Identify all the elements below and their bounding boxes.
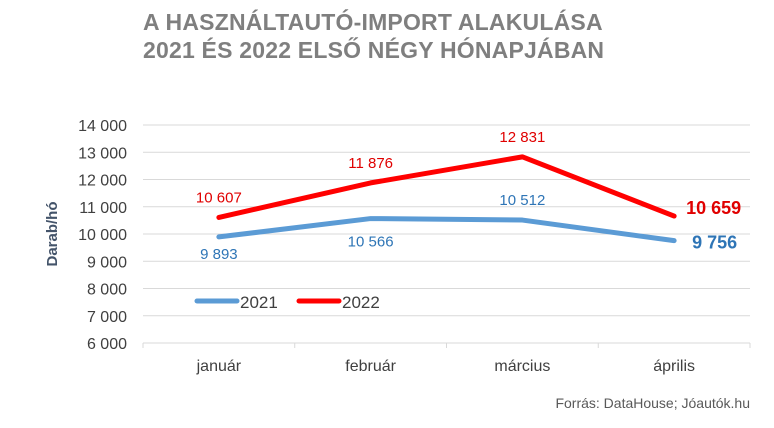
y-tick-label: 14 000: [78, 118, 127, 135]
x-tick-label: április: [653, 358, 695, 375]
y-tick-label: 7 000: [87, 309, 127, 326]
data-label-2021: 10 566: [348, 234, 394, 251]
series-line-2021: [216, 216, 677, 244]
y-tick-label: 11 000: [79, 200, 127, 217]
chart-title-line-2: 2021 ÉS 2022 ELSŐ NÉGY HÓNAPJÁBAN: [143, 37, 605, 63]
data-label-2022: 12 831: [499, 129, 545, 146]
y-axis-label: Darab/hó: [44, 201, 61, 266]
y-tick-label: 10 000: [78, 227, 127, 244]
chart-title-line-1: A HASZNÁLTAUTÓ-IMPORT ALAKULÁSA: [143, 9, 603, 35]
y-tick-label: 13 000: [78, 145, 127, 162]
legend-label-2022: 2022: [342, 293, 380, 312]
data-label-2022: 11 876: [348, 155, 393, 172]
y-tick-label: 9 000: [87, 254, 127, 271]
x-tick-label: január: [196, 358, 242, 375]
x-tick-label: február: [345, 358, 396, 375]
legend-label-2021: 2021: [240, 293, 278, 312]
data-label-2021: 10 512: [499, 192, 545, 209]
data-label-2022: 10 607: [196, 189, 242, 206]
source-note: Forrás: DataHouse; Jóautók.hu: [555, 395, 750, 411]
y-tick-label: 12 000: [78, 173, 127, 190]
y-tick-label: 6 000: [87, 336, 127, 353]
y-tick-label: 8 000: [87, 282, 127, 299]
data-label-2021: 9 756: [692, 233, 737, 253]
x-tick-label: március: [494, 358, 550, 375]
series-line-2022: [216, 154, 677, 220]
data-label-2021: 9 893: [200, 246, 238, 263]
data-label-2022: 10 659: [686, 198, 741, 218]
